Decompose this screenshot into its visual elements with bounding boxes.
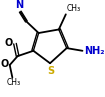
Text: O: O	[5, 38, 13, 48]
Text: CH₃: CH₃	[67, 4, 81, 13]
Text: CH₃: CH₃	[6, 78, 20, 87]
Text: S: S	[47, 66, 54, 76]
Text: N: N	[15, 0, 23, 10]
Text: NH₂: NH₂	[84, 46, 104, 56]
Text: O: O	[0, 59, 8, 69]
